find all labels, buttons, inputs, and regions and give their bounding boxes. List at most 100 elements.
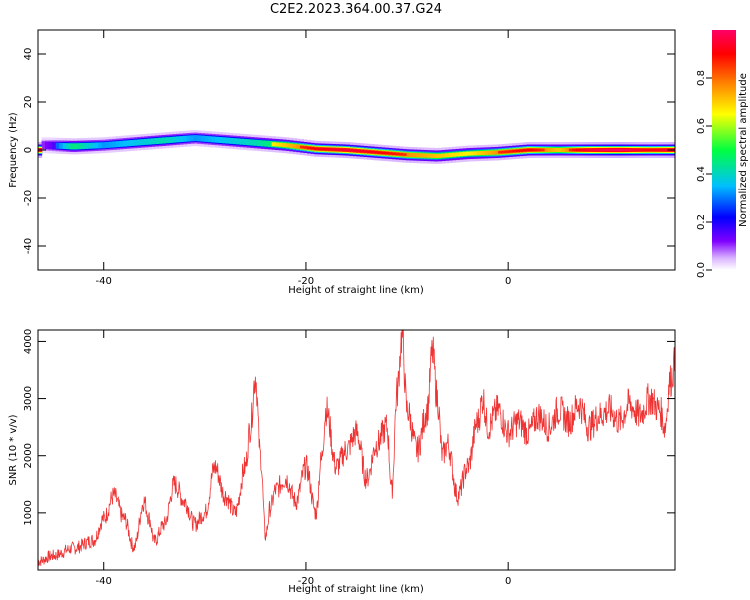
- heatmap-cell: [331, 148, 336, 151]
- heatmap-cell: [214, 136, 220, 143]
- heatmap-y-tick-label: -20: [23, 190, 34, 206]
- heatmap-cell: [225, 137, 230, 144]
- heatmap-cell: [271, 142, 276, 147]
- heatmap-cell: [66, 143, 71, 150]
- heatmap-cell: [452, 152, 457, 157]
- heatmap-cell: [402, 153, 407, 156]
- heatmap-cell: [441, 153, 446, 158]
- heatmap-cell: [73, 143, 78, 150]
- heatmap-cell: [144, 138, 149, 145]
- heatmap-cell: [268, 140, 273, 147]
- heatmap-cell: [239, 138, 244, 145]
- heatmap-cell: [87, 142, 92, 149]
- heatmap-cell: [321, 147, 326, 151]
- heatmap-cell: [317, 147, 322, 151]
- snr-line: [38, 330, 675, 566]
- heatmap-cell: [643, 148, 648, 152]
- heatmap-cell: [459, 152, 464, 157]
- snr-x-tick-label: -40: [96, 576, 112, 587]
- snr-x-axis-label: Height of straight line (km): [288, 584, 424, 595]
- heatmap-cell: [200, 135, 205, 142]
- page-title: C2E2.2023.364.00.37.G24: [270, 2, 442, 17]
- heatmap-cell: [586, 148, 591, 152]
- heatmap-cell: [469, 151, 474, 156]
- heatmap-cell: [607, 148, 612, 152]
- heatmap-cell: [204, 135, 209, 142]
- heatmap-cell: [314, 147, 319, 151]
- colorbar-tick-label: 0.8: [696, 70, 707, 86]
- heatmap-cell: [246, 139, 251, 146]
- heatmap-cell: [434, 153, 439, 158]
- heatmap-cell: [391, 152, 397, 155]
- heatmap-cell: [285, 143, 290, 148]
- heatmap-cell: [632, 148, 637, 152]
- heatmap-cell: [540, 148, 545, 152]
- snr-plot-frame: [37, 329, 676, 571]
- heatmap-y-tick-label: 20: [23, 96, 34, 109]
- heatmap-cell: [625, 148, 630, 152]
- heatmap-cell: [207, 136, 213, 143]
- colorbar-gradient: [712, 30, 736, 270]
- heatmap-cell: [243, 138, 248, 145]
- heatmap-cell: [554, 148, 559, 152]
- heatmap-cell: [342, 148, 347, 152]
- heatmap-cell: [165, 137, 170, 144]
- heatmap-cell: [278, 142, 283, 147]
- heatmap-cell: [565, 148, 570, 152]
- heatmap-cell: [179, 136, 184, 143]
- snr-ticks: -40 -20 0 1000 2000 3000 4000: [23, 329, 675, 587]
- heatmap-cell: [98, 142, 103, 149]
- heatmap-cell: [222, 137, 227, 144]
- heatmap-cell: [218, 137, 223, 144]
- heatmap-cell: [338, 148, 343, 152]
- heatmap-cell: [59, 142, 64, 149]
- heatmap-cell: [250, 139, 255, 146]
- heatmap-cell: [498, 151, 503, 154]
- heatmap-cell: [236, 138, 241, 145]
- heatmap-cell: [512, 149, 517, 153]
- heatmap-cell: [508, 150, 513, 153]
- heatmap-cell: [526, 148, 531, 152]
- heatmap-cell: [91, 142, 96, 149]
- heatmap-cell: [398, 153, 404, 156]
- heatmap-cell: [590, 148, 595, 152]
- heatmap-cell: [515, 149, 520, 153]
- heatmap-cell: [384, 151, 389, 155]
- heatmap-cell: [409, 152, 414, 157]
- heatmap-cell: [593, 148, 598, 152]
- heatmap-cell: [154, 138, 159, 145]
- heatmap-cell: [575, 148, 581, 152]
- heatmap-cell: [395, 152, 400, 156]
- heatmap-cell: [41, 141, 46, 150]
- heatmap-cell: [416, 153, 421, 158]
- heatmap-y-tick-label: 0: [23, 147, 34, 153]
- heatmap-x-tick-label: -40: [96, 276, 112, 287]
- heatmap-cell: [437, 153, 443, 158]
- heatmap-cell: [289, 143, 294, 148]
- heatmap-cell: [345, 148, 351, 152]
- heatmap-cell: [328, 148, 333, 151]
- colorbar-tick-label: 0.2: [696, 214, 707, 230]
- heatmap-cell: [423, 153, 428, 158]
- heatmap-x-tick-label: -20: [298, 276, 314, 287]
- heatmap-cell: [193, 135, 198, 142]
- snr-series: [38, 330, 675, 566]
- heatmap-cell: [292, 144, 297, 149]
- heatmap-cell: [420, 153, 425, 158]
- heatmap-cell: [232, 138, 237, 145]
- heatmap-cell: [618, 148, 623, 152]
- heatmap-cell: [628, 148, 634, 152]
- snr-y-axis-label: SNR (10 * v/v): [8, 414, 19, 485]
- heatmap-cell: [572, 148, 577, 152]
- heatmap-y-tick-label: 40: [23, 48, 34, 61]
- heatmap-cell: [544, 148, 549, 152]
- snr-y-tick-label: 3000: [23, 386, 34, 411]
- heatmap-x-axis-label: Height of straight line (km): [288, 285, 424, 296]
- heatmap-cell: [381, 151, 386, 155]
- heatmap-cell: [69, 143, 74, 150]
- heatmap-cell: [108, 141, 113, 148]
- heatmap-cell: [536, 148, 542, 152]
- heatmap-cell: [653, 148, 658, 152]
- heatmap-cell: [133, 139, 138, 146]
- heatmap-cell: [448, 152, 453, 157]
